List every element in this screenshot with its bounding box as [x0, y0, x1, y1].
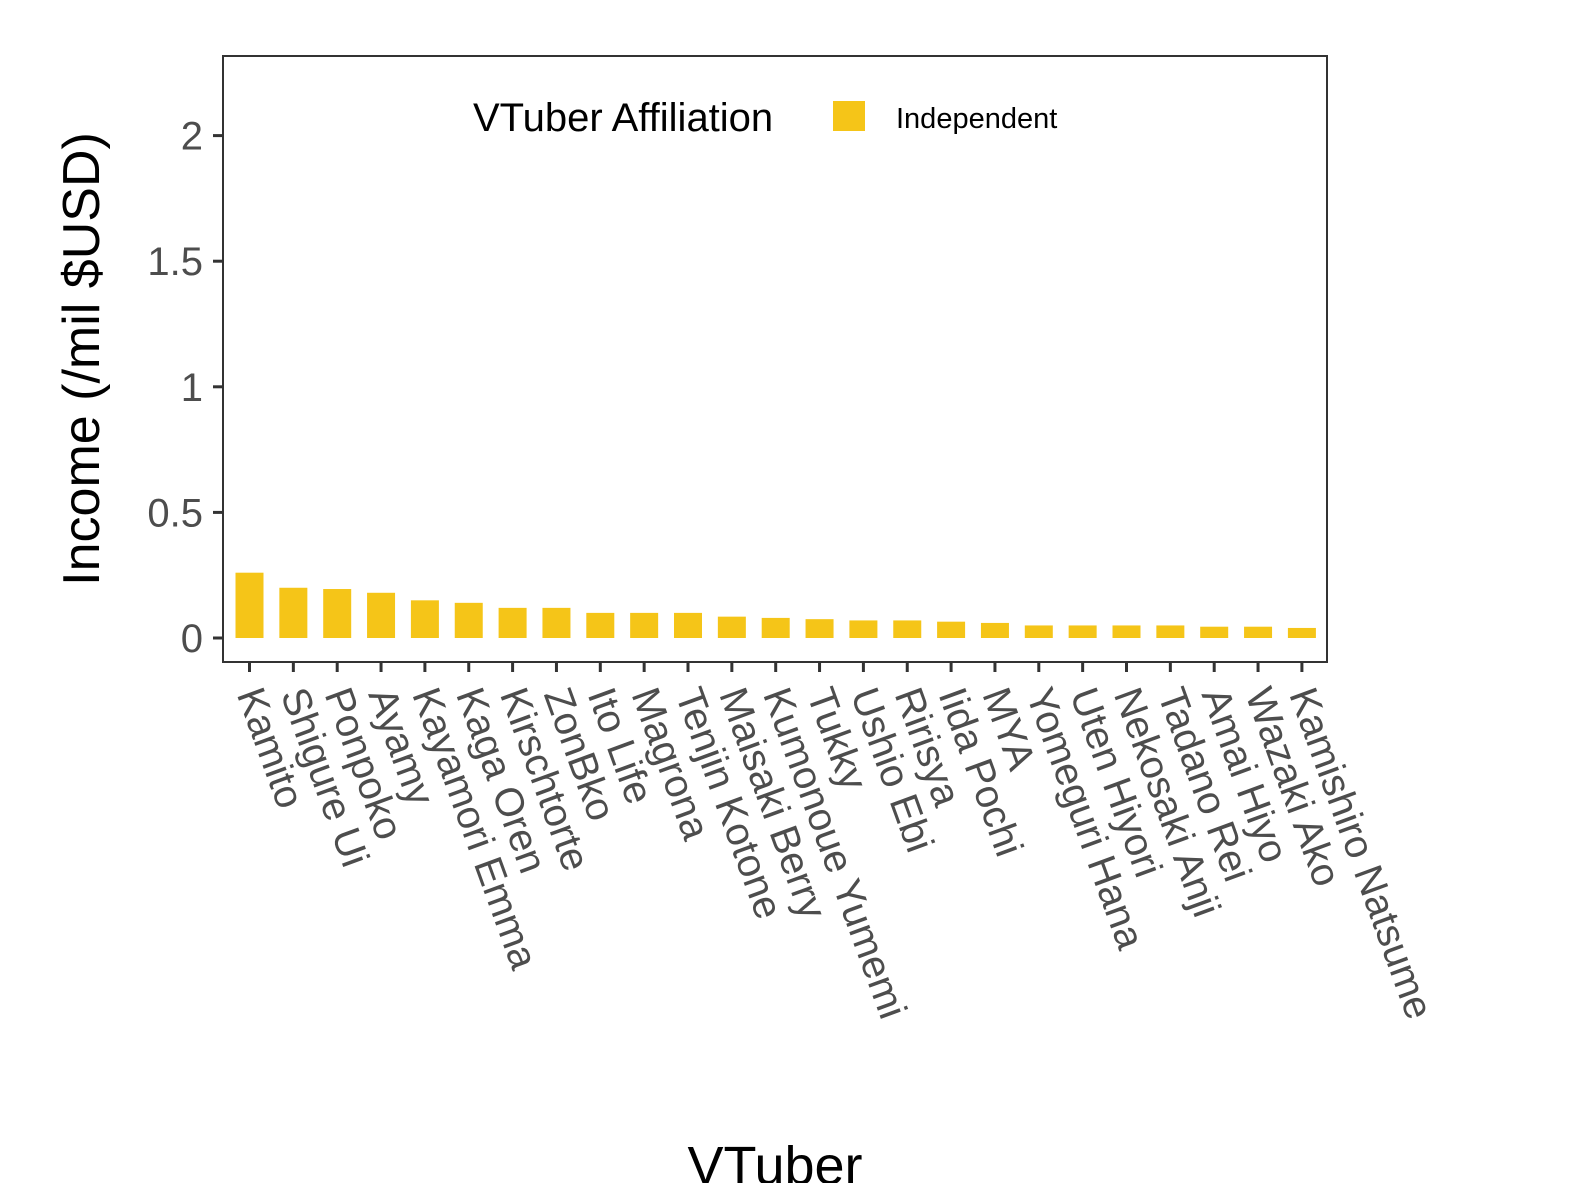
- y-tick-label: 1: [181, 366, 203, 410]
- bar-tenjin-kotone: [674, 612, 702, 638]
- bar-kaga-oren: [454, 602, 483, 638]
- y-tick-label: 0.5: [147, 491, 203, 535]
- bar-kamishiro-natsume: [1287, 627, 1316, 638]
- plot-panel-border: [222, 55, 1328, 663]
- bar-ushio-ebi: [849, 620, 878, 638]
- legend-key-independent: [833, 101, 865, 131]
- bar-amai-hiyo: [1200, 626, 1229, 638]
- bar-ayamy: [367, 592, 396, 638]
- legend-title: VTuber Affiliation: [473, 96, 773, 140]
- bar-ito-life: [586, 612, 615, 638]
- bar-ponpoko: [323, 589, 352, 638]
- bar-nekosaki-anji: [1112, 625, 1141, 638]
- bar-kumonoue-yumemi: [761, 617, 790, 638]
- bar-kayamori-emma: [410, 600, 439, 638]
- bar-magrona: [630, 612, 659, 638]
- bar-tadano-rei: [1156, 625, 1185, 638]
- bar-maisaki-berry: [717, 616, 746, 638]
- bar-kirschtorte: [498, 607, 527, 638]
- bar-kamito: [235, 572, 264, 638]
- bar-ririsya: [893, 620, 922, 638]
- legend-label-independent: Independent: [896, 103, 1057, 135]
- bar-uten-hiyori: [1068, 625, 1097, 638]
- y-tick-label: 2: [181, 115, 203, 159]
- bar-shigure-ui: [279, 587, 308, 638]
- y-axis: 0 0.5 1 1.5 2: [147, 115, 223, 661]
- y-tick-label: 1.5: [147, 240, 203, 284]
- bars: [235, 572, 1316, 638]
- legend: VTuber Affiliation Independent: [473, 96, 1057, 140]
- y-axis-title: Income (/mil $USD): [53, 132, 111, 586]
- bar-iida-pochi: [937, 621, 966, 638]
- bar-yomeguri-hana: [1024, 625, 1053, 638]
- y-tick-label: 0: [181, 617, 203, 661]
- bar-mya: [980, 622, 1009, 638]
- bar-zonbko: [542, 607, 571, 638]
- x-axis-title: VTuber: [687, 1136, 862, 1183]
- bar-tukky: [805, 619, 834, 638]
- bar-wazaki-ako: [1244, 626, 1273, 638]
